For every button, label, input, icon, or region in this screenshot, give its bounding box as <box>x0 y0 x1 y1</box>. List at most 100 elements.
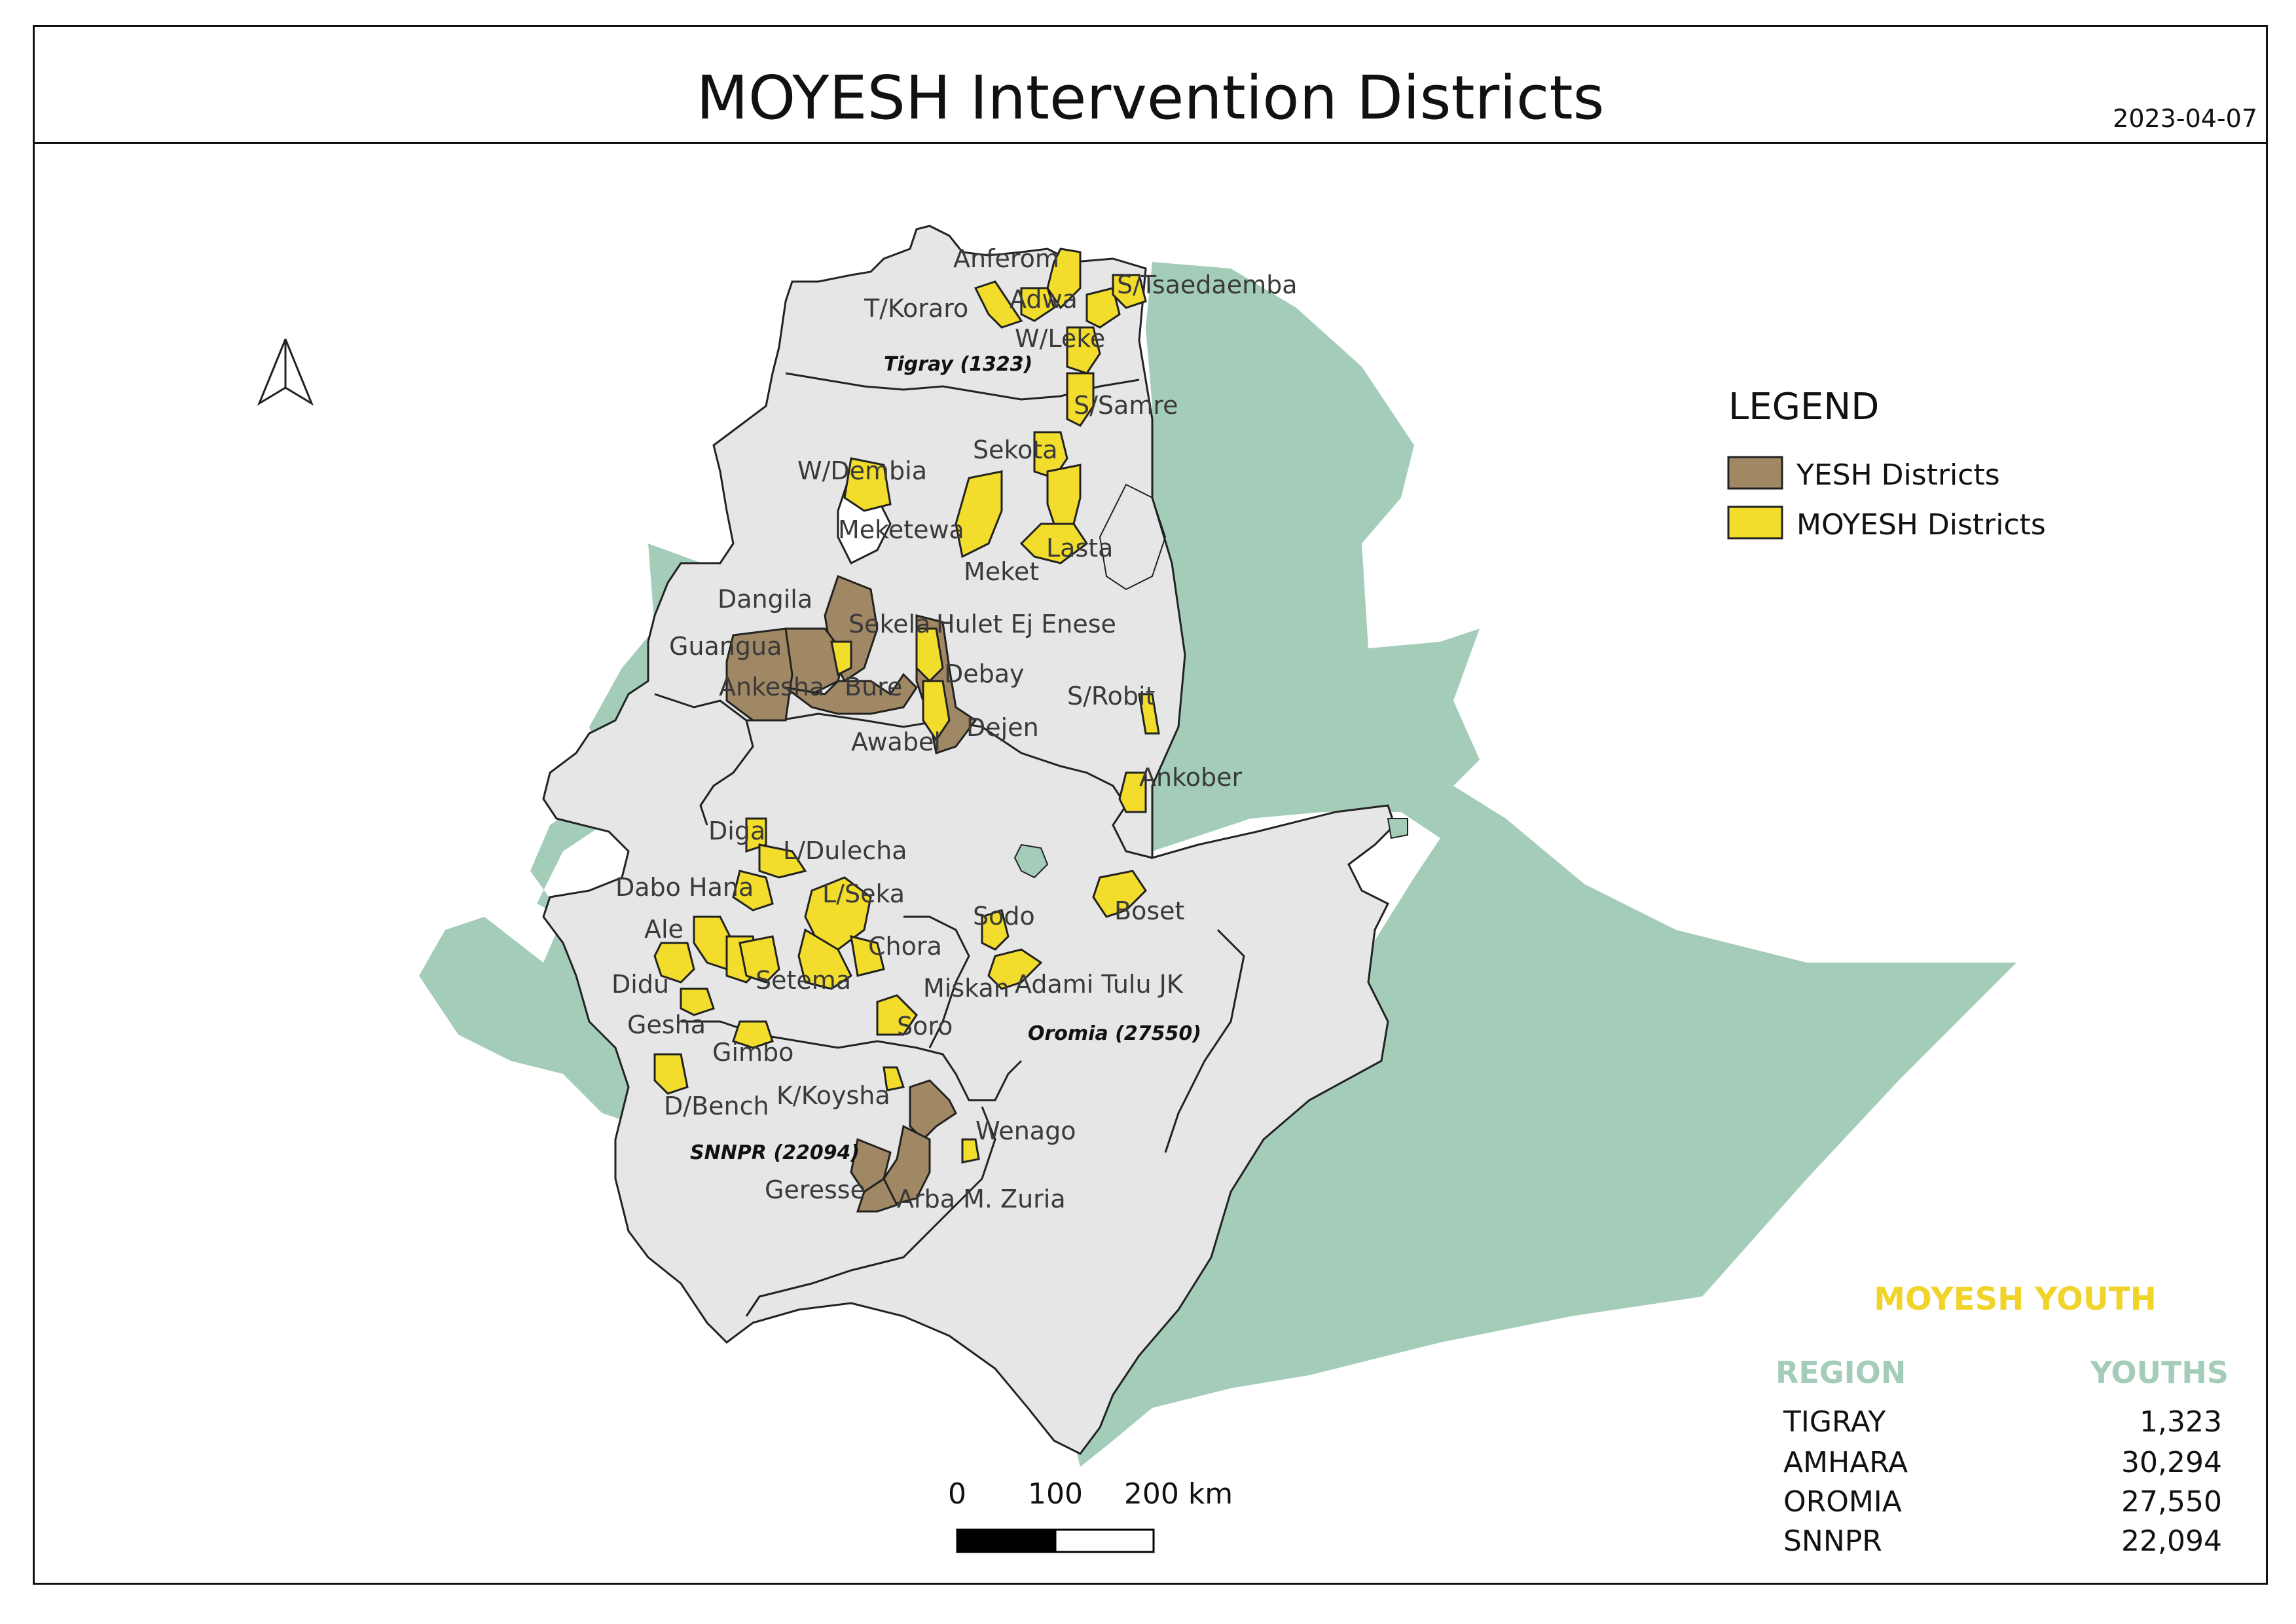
summary-table-title: MOYESH YOUTH <box>1874 1281 2157 1318</box>
moyesh-district <box>1085 287 1121 329</box>
moyesh-district <box>1019 523 1089 564</box>
district-label: Ale <box>644 915 683 944</box>
moyesh-district <box>653 1053 689 1095</box>
district-label: S/Tsaedaemba <box>1117 270 1298 299</box>
summary-header-youths: YOUTHS <box>2090 1355 2229 1390</box>
district-label: Guangua <box>669 632 782 661</box>
district-label: Ankober <box>1139 763 1242 792</box>
moyesh-district <box>955 470 1003 559</box>
moyesh-district <box>974 280 1023 329</box>
district-label: Meket <box>964 557 1039 586</box>
moyesh-district <box>738 935 780 984</box>
legend-label-yesh: YESH Districts <box>1796 458 2000 492</box>
district-label: D/Bench <box>664 1092 769 1120</box>
moyesh-district <box>1046 464 1082 525</box>
district-label: L/Dulecha <box>783 836 907 865</box>
moyesh-district <box>981 909 1010 951</box>
lake <box>1013 843 1049 879</box>
region-boundary <box>746 712 1153 859</box>
region-boundary <box>903 915 970 1048</box>
district-label: Geresse <box>765 1175 866 1204</box>
moyesh-district <box>680 987 715 1016</box>
moyesh-district <box>883 1066 905 1092</box>
moyesh-district <box>732 1020 774 1049</box>
summary-row-region: OROMIA <box>1783 1485 1902 1519</box>
moyesh-district <box>732 870 774 912</box>
summary-row-youths: 22,094 <box>2121 1524 2222 1558</box>
moyesh-district <box>922 680 951 742</box>
region-labels: Tigray (1323) Oromia (27550) SNNPR (2209… <box>690 353 1201 1164</box>
country-outline <box>542 225 1396 1455</box>
district-label: Hulet Ej Enese <box>936 610 1116 638</box>
district-label: Arba M. Zuria <box>897 1185 1066 1213</box>
scale-label-200: 200 km <box>1124 1477 1233 1511</box>
moyesh-district <box>843 457 892 512</box>
moyesh-district <box>987 948 1043 990</box>
moyesh-district <box>915 627 944 683</box>
legend-label-moyesh: MOYESH Districts <box>1796 508 2046 542</box>
scale-label-0: 0 <box>948 1477 966 1511</box>
yesh-district <box>785 673 918 715</box>
map-title: MOYESH Intervention Districts <box>696 63 1605 133</box>
district-label: Soro <box>897 1012 953 1041</box>
district-label: Awabel <box>851 728 941 756</box>
district-label: Debay <box>944 659 1025 688</box>
moyesh-district <box>1138 693 1160 735</box>
district-label: Sekota <box>973 435 1058 464</box>
district-label: Boset <box>1114 896 1184 925</box>
legend-swatch-yesh <box>1727 456 1783 490</box>
district-label: Adwa <box>1010 285 1078 314</box>
district-label: Dejen <box>966 713 1039 742</box>
district-label: Miskan <box>923 974 1010 1003</box>
district-label: Anferom <box>953 244 1059 273</box>
legend-title: LEGEND <box>1728 386 1879 428</box>
moyesh-district <box>1046 248 1082 310</box>
moyesh-district <box>876 994 918 1036</box>
summary-row-region: TIGRAY <box>1783 1405 1886 1439</box>
yesh-district <box>883 1124 931 1206</box>
moyesh-district <box>1066 372 1095 427</box>
moyesh-district <box>758 843 807 879</box>
north-arrow-icon <box>257 339 314 406</box>
summary-header-region: REGION <box>1776 1355 1906 1390</box>
moyesh-district <box>1112 274 1147 309</box>
yesh-district <box>856 1177 899 1213</box>
scale-segment-black <box>956 1528 1057 1553</box>
yesh-districts-layer <box>725 575 977 1213</box>
district-label: T/Koraro <box>864 294 968 323</box>
moyesh-district <box>961 1138 980 1164</box>
region-label-oromia: Oromia (27550) <box>1028 1022 1201 1045</box>
moyesh-district <box>1118 771 1147 813</box>
legend: LEGEND YESH Districts MOYESH Districts <box>1727 386 2046 542</box>
district-labels: Anferom T/Koraro Adwa S/Tsaedaemba W/Lek… <box>611 244 1298 1213</box>
district-label: Lasta <box>1046 534 1113 563</box>
district-label: Adami Tulu JK <box>1015 970 1184 999</box>
district-label: S/Samre <box>1074 391 1178 420</box>
district-label: Chora <box>868 932 942 961</box>
district-label: Gimbo <box>712 1038 793 1067</box>
neighbour-region-east <box>1074 262 2016 1467</box>
moyesh-district <box>830 640 852 676</box>
moyesh-district <box>1020 287 1055 322</box>
district-label: W/Dembia <box>797 456 927 485</box>
district-label: Diga <box>708 817 765 845</box>
district-label: Didu <box>611 970 669 999</box>
district-label: S/Robit <box>1067 682 1155 710</box>
district-label: Ankesha <box>719 673 824 701</box>
region-label-snnpr: SNNPR (22094) <box>690 1141 860 1164</box>
summary-row-region: AMHARA <box>1783 1446 1908 1479</box>
moyesh-district <box>1092 870 1147 918</box>
moyesh-district <box>653 942 695 984</box>
region-label-tigray: Tigray (1323) <box>884 353 1032 376</box>
legend-swatch-moyesh <box>1727 506 1783 540</box>
yesh-district <box>909 1079 957 1141</box>
district-label: Sodo <box>973 902 1035 931</box>
district-label: K/Koysha <box>776 1081 890 1110</box>
district-label: L/Seka <box>822 879 905 908</box>
title-bar: MOYESH Intervention Districts <box>33 25 2268 144</box>
district-label: Wenago <box>975 1116 1076 1145</box>
moyesh-district <box>850 934 885 977</box>
district-label: Dabo Hana <box>615 873 754 902</box>
map-frame <box>33 25 2268 1585</box>
